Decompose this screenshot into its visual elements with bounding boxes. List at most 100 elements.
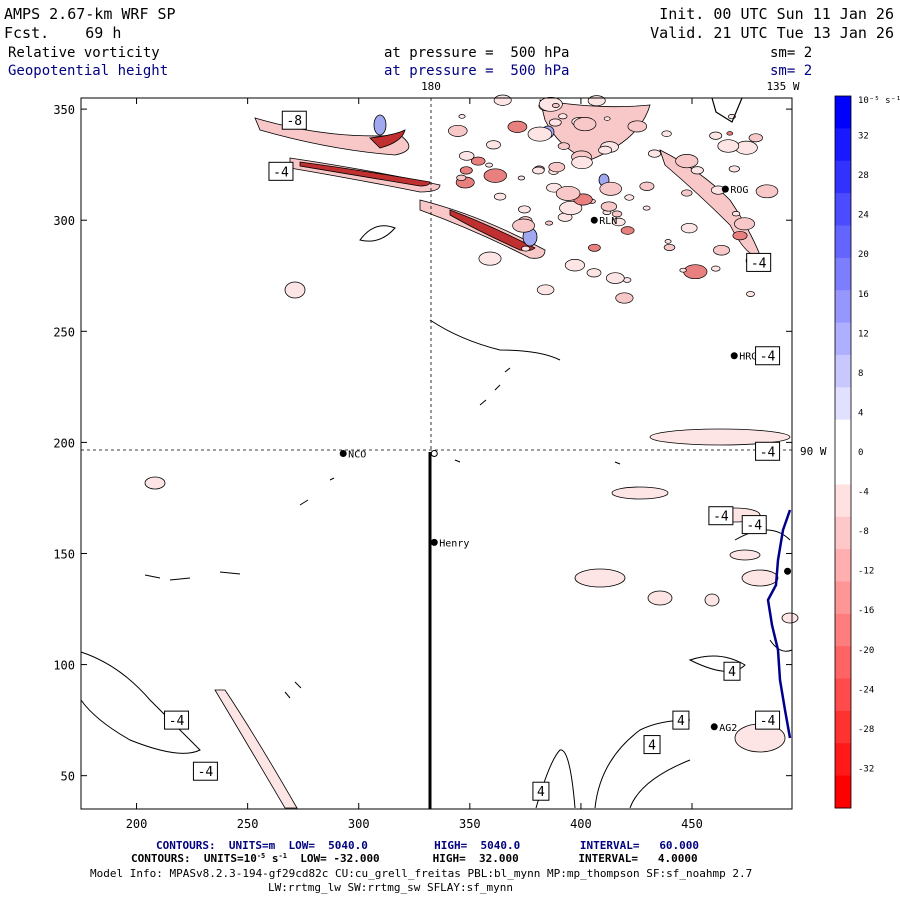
colorbar-label: -28	[858, 725, 874, 735]
contour-label: -4	[755, 710, 781, 730]
y-axis-ticks: 350 300 250 200 150 100 50	[53, 103, 792, 784]
colorbar-label: -24	[858, 685, 874, 695]
vorticity-cell	[551, 103, 560, 108]
x-tick-label: 250	[237, 817, 259, 831]
top-coastline	[711, 97, 743, 123]
contour-fragment	[454, 459, 461, 463]
colorbar-cell	[835, 452, 851, 485]
vorticity-shading	[144, 94, 799, 809]
lon-label-135w: 135 W	[766, 80, 799, 93]
y-tick-label: 200	[53, 436, 75, 450]
colorbar-cell	[835, 613, 851, 647]
vorticity-cell	[493, 192, 507, 201]
station-label: NCO	[348, 450, 366, 461]
model-info: Model Info: MPASv8.2.3-194-gf29cd82c CU:…	[90, 867, 752, 880]
vorticity-cell	[571, 155, 593, 170]
contour-label-box	[192, 761, 218, 781]
y-tick-label: 300	[53, 214, 75, 228]
vorticity-cell	[493, 94, 512, 106]
colorbar-label: 4	[858, 408, 863, 418]
vorticity-cell	[588, 243, 601, 252]
colorbar-label: -32	[858, 764, 874, 774]
vorticity-cell	[734, 217, 755, 231]
station-dot	[721, 185, 729, 193]
contour-label-text: -4	[198, 765, 214, 780]
contour-fragment	[284, 691, 291, 699]
colorbar-label: 8	[858, 369, 863, 379]
map-plot-area: NCO Henry HRG ROG RLN AG2 -8 -4 -4 -4 -4 -4 -4 4 -4 4 4…	[53, 94, 799, 831]
vorticity-patch	[611, 486, 669, 500]
contour-label: 4	[723, 661, 741, 681]
map-frame	[80, 97, 793, 810]
contour-label-box	[746, 252, 772, 272]
vorticity-cell	[527, 126, 553, 142]
contour-label: -8	[281, 110, 307, 130]
contour-label-box	[755, 441, 781, 461]
contour-label: -4	[746, 252, 772, 272]
colorbar-label: 20	[858, 250, 869, 260]
contour-label-box	[643, 735, 661, 755]
model-title: AMPS 2.67-km WRF SP	[4, 5, 176, 23]
forecast-hour: Fcst. 69 h	[4, 24, 121, 42]
colorbar-cell	[835, 290, 851, 324]
lon-label-180: 180	[421, 80, 441, 93]
contour-label-box	[532, 781, 550, 801]
colorbar-cell	[835, 549, 851, 582]
contour-label: -4	[755, 441, 781, 461]
vorticity-cell	[470, 156, 486, 166]
model-info-line2: LW:rrtmg_lw SW:rrtmg_sw SFLAY:sf_mynn	[268, 881, 513, 894]
contour-fragment	[479, 399, 487, 406]
colorbar-cell	[835, 710, 851, 744]
vorticity-patch	[647, 590, 673, 606]
contour-fragment	[494, 384, 501, 391]
contour-label-box	[268, 161, 294, 181]
y-tick-label: 50	[61, 770, 75, 784]
contour-label: -4	[741, 515, 767, 535]
vorticity-cell	[599, 181, 622, 196]
colorbar-label: 32	[858, 132, 869, 142]
x-tick-label: 200	[126, 817, 148, 831]
field1-level: at pressure = 500 hPa	[384, 45, 569, 61]
station-dot	[710, 723, 718, 731]
vorticity-cell	[681, 189, 693, 197]
vorticity-cell	[458, 114, 466, 119]
vorticity-patch	[741, 569, 779, 587]
vorticity-cell	[647, 149, 662, 158]
vorticity-cell	[478, 251, 502, 266]
vorticity-cell	[555, 185, 581, 201]
contour-label: 4	[532, 781, 550, 801]
vorticity-contour-info: CONTOURS: UNITS=10-5 s-1 LOW= -32.000 HI…	[131, 852, 698, 865]
y-tick-label: 150	[53, 547, 75, 561]
vorticity-cell	[586, 268, 602, 278]
colorbar-cell	[835, 225, 851, 259]
vorticity-cell	[709, 131, 723, 140]
vorticity-cell	[664, 239, 672, 244]
height-contour-info: CONTOURS: UNITS=m LOW= 5040.0 HIGH= 5040…	[156, 839, 699, 852]
station-label: ROG	[730, 185, 748, 196]
station-dot	[430, 538, 438, 546]
vorticity-cell	[731, 211, 741, 217]
station-label: HRG	[739, 352, 757, 363]
contour-label-text: -8	[286, 114, 302, 129]
contour-label: -4	[708, 506, 734, 526]
station-label: Henry	[439, 538, 469, 549]
colorbar-cell	[835, 646, 851, 680]
station-dot	[730, 352, 738, 360]
vorticity-cell	[532, 166, 545, 175]
contour-label: -4	[192, 761, 218, 781]
contour-fragment	[169, 577, 191, 581]
vorticity-cell	[615, 292, 634, 304]
vorticity-cell	[717, 139, 740, 153]
vorticity-cell	[600, 201, 618, 212]
vorticity-cell	[512, 218, 535, 233]
vorticity-cell	[564, 259, 585, 272]
vorticity-cell	[587, 95, 606, 107]
vorticity-cell	[690, 166, 704, 175]
contour-line	[359, 225, 396, 242]
vorticity-cell	[448, 124, 468, 137]
colorbar-cell	[835, 581, 851, 615]
contour-label-box	[723, 661, 741, 681]
station-label: RLN	[599, 216, 617, 227]
contour-label-text: -4	[760, 445, 776, 460]
